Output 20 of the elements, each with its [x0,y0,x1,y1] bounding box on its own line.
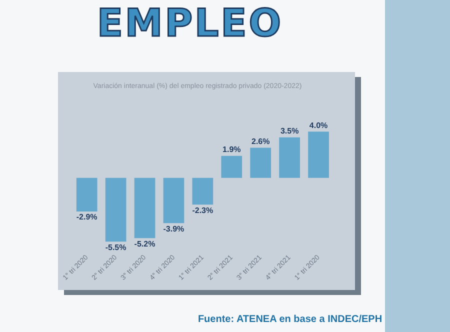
source-note: Fuente: ATENEA en base a INDEC/EPH [196,314,384,325]
bar [163,178,184,224]
bar [250,148,272,178]
chart-title: EMPLEO [96,0,284,46]
data-label: 3.5% [280,126,299,136]
data-label: -2.9% [76,212,98,222]
bar [279,137,300,178]
data-label: -5.2% [134,239,156,248]
data-label: -2.3% [192,206,214,215]
data-label: -5.5% [105,242,126,252]
bar [308,132,329,178]
bar [76,178,98,212]
data-label: 1.9% [222,145,241,154]
bar [134,178,156,238]
bar [192,178,214,205]
data-label: 4.0% [309,120,328,130]
data-label: -3.9% [163,224,184,234]
bar [221,156,242,178]
data-label: 2.6% [251,137,270,146]
bar [105,178,126,242]
